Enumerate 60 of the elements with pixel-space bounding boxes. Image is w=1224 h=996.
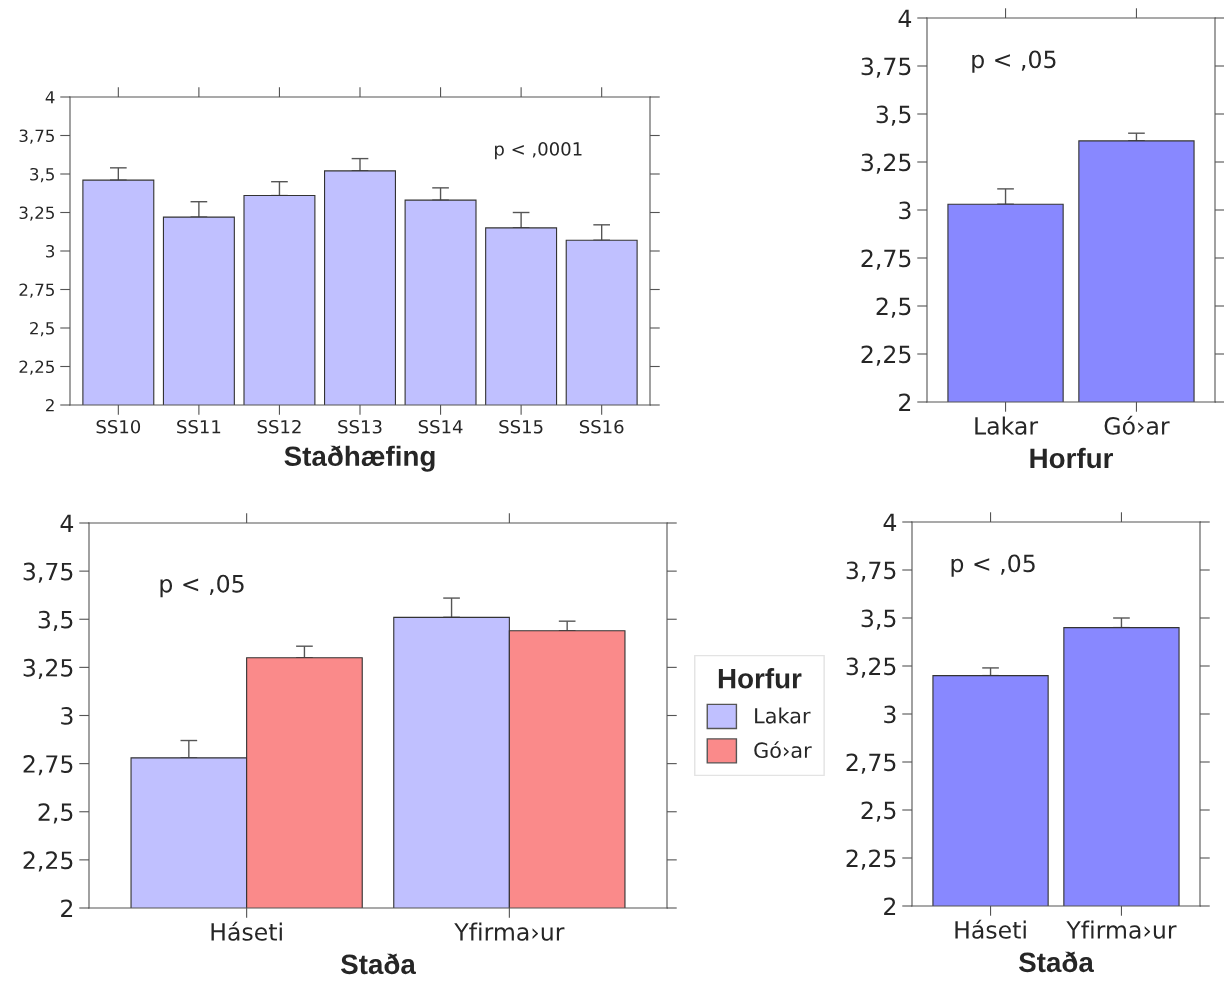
annotation: p < ,05 xyxy=(160,574,244,598)
x-tick-label: SS12 xyxy=(257,419,301,434)
y-tick-label: 2,5 xyxy=(876,297,911,318)
y-tick-label: 4 xyxy=(60,514,74,532)
y-tick-label: 3,5 xyxy=(38,610,73,631)
y-tick-label: 3,75 xyxy=(846,561,896,582)
x-tick-label: SS16 xyxy=(579,419,624,434)
y-tick-label: 2,75 xyxy=(19,283,54,298)
y-tick-label: 2,25 xyxy=(19,360,54,375)
x-tick-label: SS13 xyxy=(338,419,382,434)
y-tick-label: 2,25 xyxy=(846,849,896,870)
x-tick-label: Yfirma›ur xyxy=(1066,920,1177,939)
legend-title: Horfur xyxy=(718,668,802,689)
y-tick-label: 3 xyxy=(899,201,911,220)
y-tick-label: 3,75 xyxy=(19,129,54,144)
y-tick-label: 2,5 xyxy=(861,801,896,822)
annotation: p < ,05 xyxy=(972,50,1056,73)
x-tick-label: SS10 xyxy=(96,419,141,434)
y-tick-label: 4 xyxy=(898,9,912,27)
y-tick-label: 2,75 xyxy=(23,755,73,776)
x-tick-label: SS11 xyxy=(177,419,221,434)
x-axis-title: Staða xyxy=(340,953,416,975)
y-tick-label: 2 xyxy=(61,899,73,917)
y-tick-label: 2,75 xyxy=(861,249,911,270)
x-axis-title: Horfur xyxy=(1030,447,1114,469)
y-tick-label: 2,5 xyxy=(38,803,73,824)
y-tick-label: 3,5 xyxy=(30,167,54,183)
y-tick-label: 2 xyxy=(46,398,54,412)
y-tick-label: 4 xyxy=(45,91,55,104)
x-tick-label: Háseti xyxy=(211,921,282,941)
x-axis-title: Staða xyxy=(1018,951,1094,973)
annotation: p < ,0001 xyxy=(495,142,582,160)
x-tick-label: SS14 xyxy=(418,419,463,434)
y-tick-label: 3,25 xyxy=(846,657,896,678)
x-axis-title: Staðhæfing xyxy=(284,445,435,472)
y-tick-label: 3 xyxy=(46,244,55,258)
legend-label: Lakar xyxy=(755,707,811,724)
y-tick-label: 3 xyxy=(884,705,896,724)
x-tick-label: Lakar xyxy=(975,416,1039,435)
y-tick-label: 2 xyxy=(899,393,911,411)
x-tick-label: Gó›ar xyxy=(1104,415,1170,435)
y-tick-label: 3,25 xyxy=(19,206,54,221)
y-tick-label: 3,25 xyxy=(861,153,911,174)
x-tick-label: SS15 xyxy=(499,419,543,434)
y-tick-label: 2,5 xyxy=(30,321,54,337)
y-tick-label: 3,75 xyxy=(23,562,73,583)
y-tick-label: 4 xyxy=(883,513,897,531)
y-tick-label: 2,25 xyxy=(23,851,73,872)
y-tick-label: 3,5 xyxy=(876,105,911,126)
x-tick-label: Yfirma›ur xyxy=(454,922,565,941)
y-tick-label: 3 xyxy=(61,706,73,725)
y-tick-label: 3,25 xyxy=(23,658,73,680)
y-tick-label: 3,75 xyxy=(861,57,911,78)
y-tick-label: 2,25 xyxy=(861,345,911,366)
legend-label: Gó›ar xyxy=(754,741,812,759)
x-tick-label: Háseti xyxy=(955,919,1026,939)
y-tick-label: 2,75 xyxy=(846,753,896,774)
y-tick-label: 2 xyxy=(884,897,896,915)
y-tick-label: 3,5 xyxy=(861,609,896,630)
annotation: p < ,05 xyxy=(951,554,1035,577)
